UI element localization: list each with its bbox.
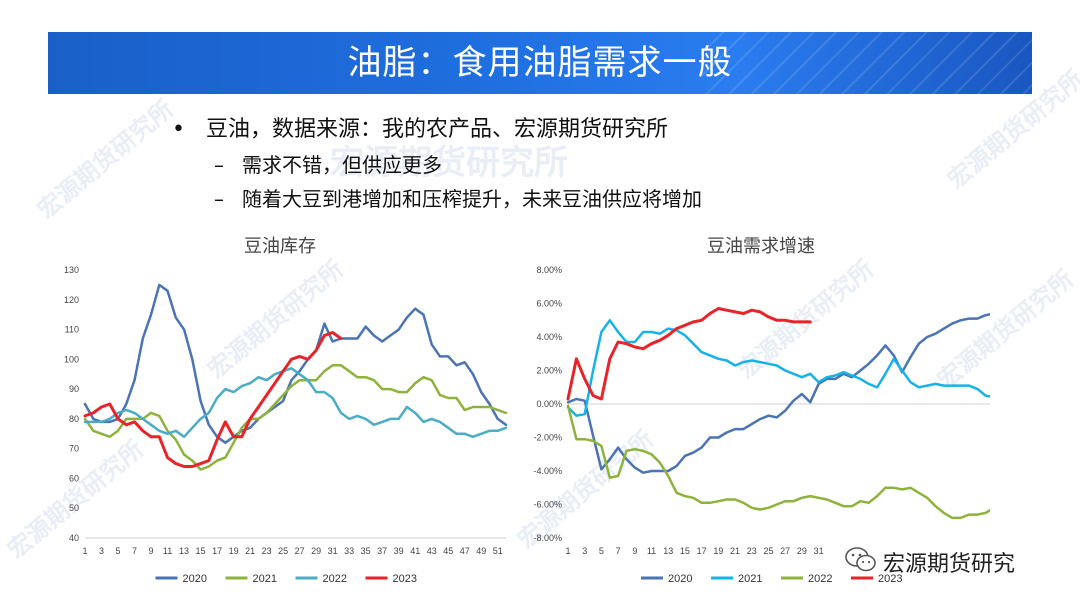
y-tick-label: 50 <box>69 503 79 513</box>
y-tick-label: 40 <box>69 533 79 543</box>
y-tick-label: 130 <box>64 265 79 275</box>
title-bar-decoration <box>702 32 1032 94</box>
x-tick-label: 21 <box>730 546 740 556</box>
y-tick-label: 2.00% <box>536 366 562 376</box>
x-tick-label: 19 <box>229 546 239 556</box>
x-tick-label: 31 <box>328 546 338 556</box>
x-tick-label: 31 <box>814 546 824 556</box>
x-tick-label: 43 <box>427 546 437 556</box>
series-line-2020 <box>566 313 990 474</box>
x-tick-label: 45 <box>443 546 453 556</box>
series-line-2023 <box>566 307 812 401</box>
x-tick-label: 5 <box>116 546 121 556</box>
legend-label: 2021 <box>253 573 277 585</box>
x-tick-label: 25 <box>278 546 288 556</box>
y-tick-label: 100 <box>64 354 79 364</box>
x-tick-label: 21 <box>245 546 255 556</box>
x-tick-label: 27 <box>295 546 305 556</box>
y-tick-label: -6.00% <box>533 500 562 510</box>
bullet-main-text: 豆油，数据来源：我的农产品、宏源期货研究所 <box>206 117 669 142</box>
x-tick-label: 49 <box>476 546 486 556</box>
x-tick-label: 35 <box>361 546 371 556</box>
x-tick-label: 17 <box>212 546 222 556</box>
series-line-2021 <box>566 319 990 417</box>
logo-text: 宏源期货研究 <box>883 552 1016 577</box>
y-tick-label: 0.00% <box>536 399 562 409</box>
x-tick-label: 3 <box>99 546 104 556</box>
x-tick-label: 1 <box>565 546 570 556</box>
x-tick-label: 51 <box>493 546 503 556</box>
x-tick-label: 9 <box>632 546 637 556</box>
x-tick-label: 15 <box>680 546 690 556</box>
x-tick-label: 23 <box>747 546 757 556</box>
legend-label: 2022 <box>808 573 832 585</box>
bullet-item: • 豆油，数据来源：我的农产品、宏源期货研究所 <box>170 112 970 148</box>
y-tick-label: 120 <box>64 295 79 305</box>
sub-bullet-item: – 随着大豆到港增加和压榨提升，未来豆油供应将增加 <box>170 182 970 216</box>
series-line-2023 <box>83 331 343 468</box>
x-tick-label: 19 <box>713 546 723 556</box>
legend-label: 2023 <box>878 573 902 585</box>
y-tick-label: 60 <box>69 473 79 483</box>
title-bar: 油脂：食用油脂需求一般 <box>48 32 1032 94</box>
y-tick-label: 70 <box>69 444 79 454</box>
x-tick-label: 27 <box>780 546 790 556</box>
series-line-2021 <box>83 364 508 471</box>
chart-title-demand: 豆油需求增速 <box>707 236 815 257</box>
x-tick-label: 13 <box>663 546 673 556</box>
legend-label: 2022 <box>323 573 347 585</box>
y-tick-label: 90 <box>69 384 79 394</box>
x-tick-label: 15 <box>196 546 206 556</box>
x-tick-label: 1 <box>82 546 87 556</box>
x-tick-label: 33 <box>344 546 354 556</box>
x-tick-label: 13 <box>179 546 189 556</box>
x-tick-label: 29 <box>797 546 807 556</box>
legend-label: 2020 <box>183 573 207 585</box>
x-tick-label: 25 <box>763 546 773 556</box>
series-line-2020 <box>83 283 508 444</box>
x-tick-label: 41 <box>410 546 420 556</box>
series-line-2022 <box>83 367 508 439</box>
sub-bullet-item: – 需求不错，但供应更多 <box>170 148 970 182</box>
wechat-icon <box>845 547 876 572</box>
y-tick-label: -2.00% <box>533 433 562 443</box>
x-tick-label: 5 <box>599 546 604 556</box>
brand-logo: 宏源期货研究 <box>845 546 1065 577</box>
series-line-2022 <box>566 404 990 520</box>
x-tick-label: 9 <box>149 546 154 556</box>
sub-bullet-text-2: 随着大豆到港增加和压榨提升，未来豆油供应将增加 <box>242 187 702 211</box>
watermark: 宏源期货研究所 <box>32 94 179 225</box>
sub-bullet-text-1: 需求不错，但供应更多 <box>242 153 442 177</box>
x-tick-label: 3 <box>582 546 587 556</box>
x-tick-label: 17 <box>697 546 707 556</box>
x-tick-label: 23 <box>262 546 272 556</box>
x-tick-label: 37 <box>377 546 387 556</box>
bullet-list: • 豆油，数据来源：我的农产品、宏源期货研究所 – 需求不错，但供应更多 – 随… <box>170 112 970 216</box>
x-tick-label: 39 <box>394 546 404 556</box>
y-tick-label: 110 <box>65 325 79 335</box>
dash-icon: – <box>214 187 224 211</box>
x-tick-label: 7 <box>616 546 621 556</box>
x-tick-label: 29 <box>311 546 321 556</box>
page-title: 油脂：食用油脂需求一般 <box>347 43 733 83</box>
legend-label: 2020 <box>668 573 692 585</box>
legend-label: 2021 <box>738 573 762 585</box>
y-tick-label: -8.00% <box>533 533 562 543</box>
y-tick-label: -4.00% <box>533 466 562 476</box>
y-tick-label: 8.00% <box>536 265 562 275</box>
x-tick-label: 47 <box>460 546 470 556</box>
dash-icon: – <box>214 153 224 177</box>
chart-title-inventory: 豆油库存 <box>244 236 316 257</box>
demand-growth-chart: -8.00% -6.00% -4.00% -2.00% 0.00% 2.00% 4.00% 6… <box>533 265 990 585</box>
bullet-dot-icon: • <box>172 117 185 142</box>
y-tick-label: 6.00% <box>536 299 562 309</box>
legend-label: 2023 <box>393 573 417 585</box>
y-tick-label: 4.00% <box>536 332 562 342</box>
x-tick-label: 7 <box>132 546 137 556</box>
x-tick-label: 11 <box>647 546 656 556</box>
y-tick-label: 80 <box>69 414 79 424</box>
x-tick-label: 11 <box>163 546 172 556</box>
